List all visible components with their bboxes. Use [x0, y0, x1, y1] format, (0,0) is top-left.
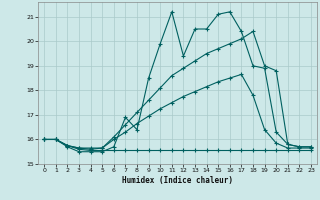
X-axis label: Humidex (Indice chaleur): Humidex (Indice chaleur): [122, 176, 233, 185]
